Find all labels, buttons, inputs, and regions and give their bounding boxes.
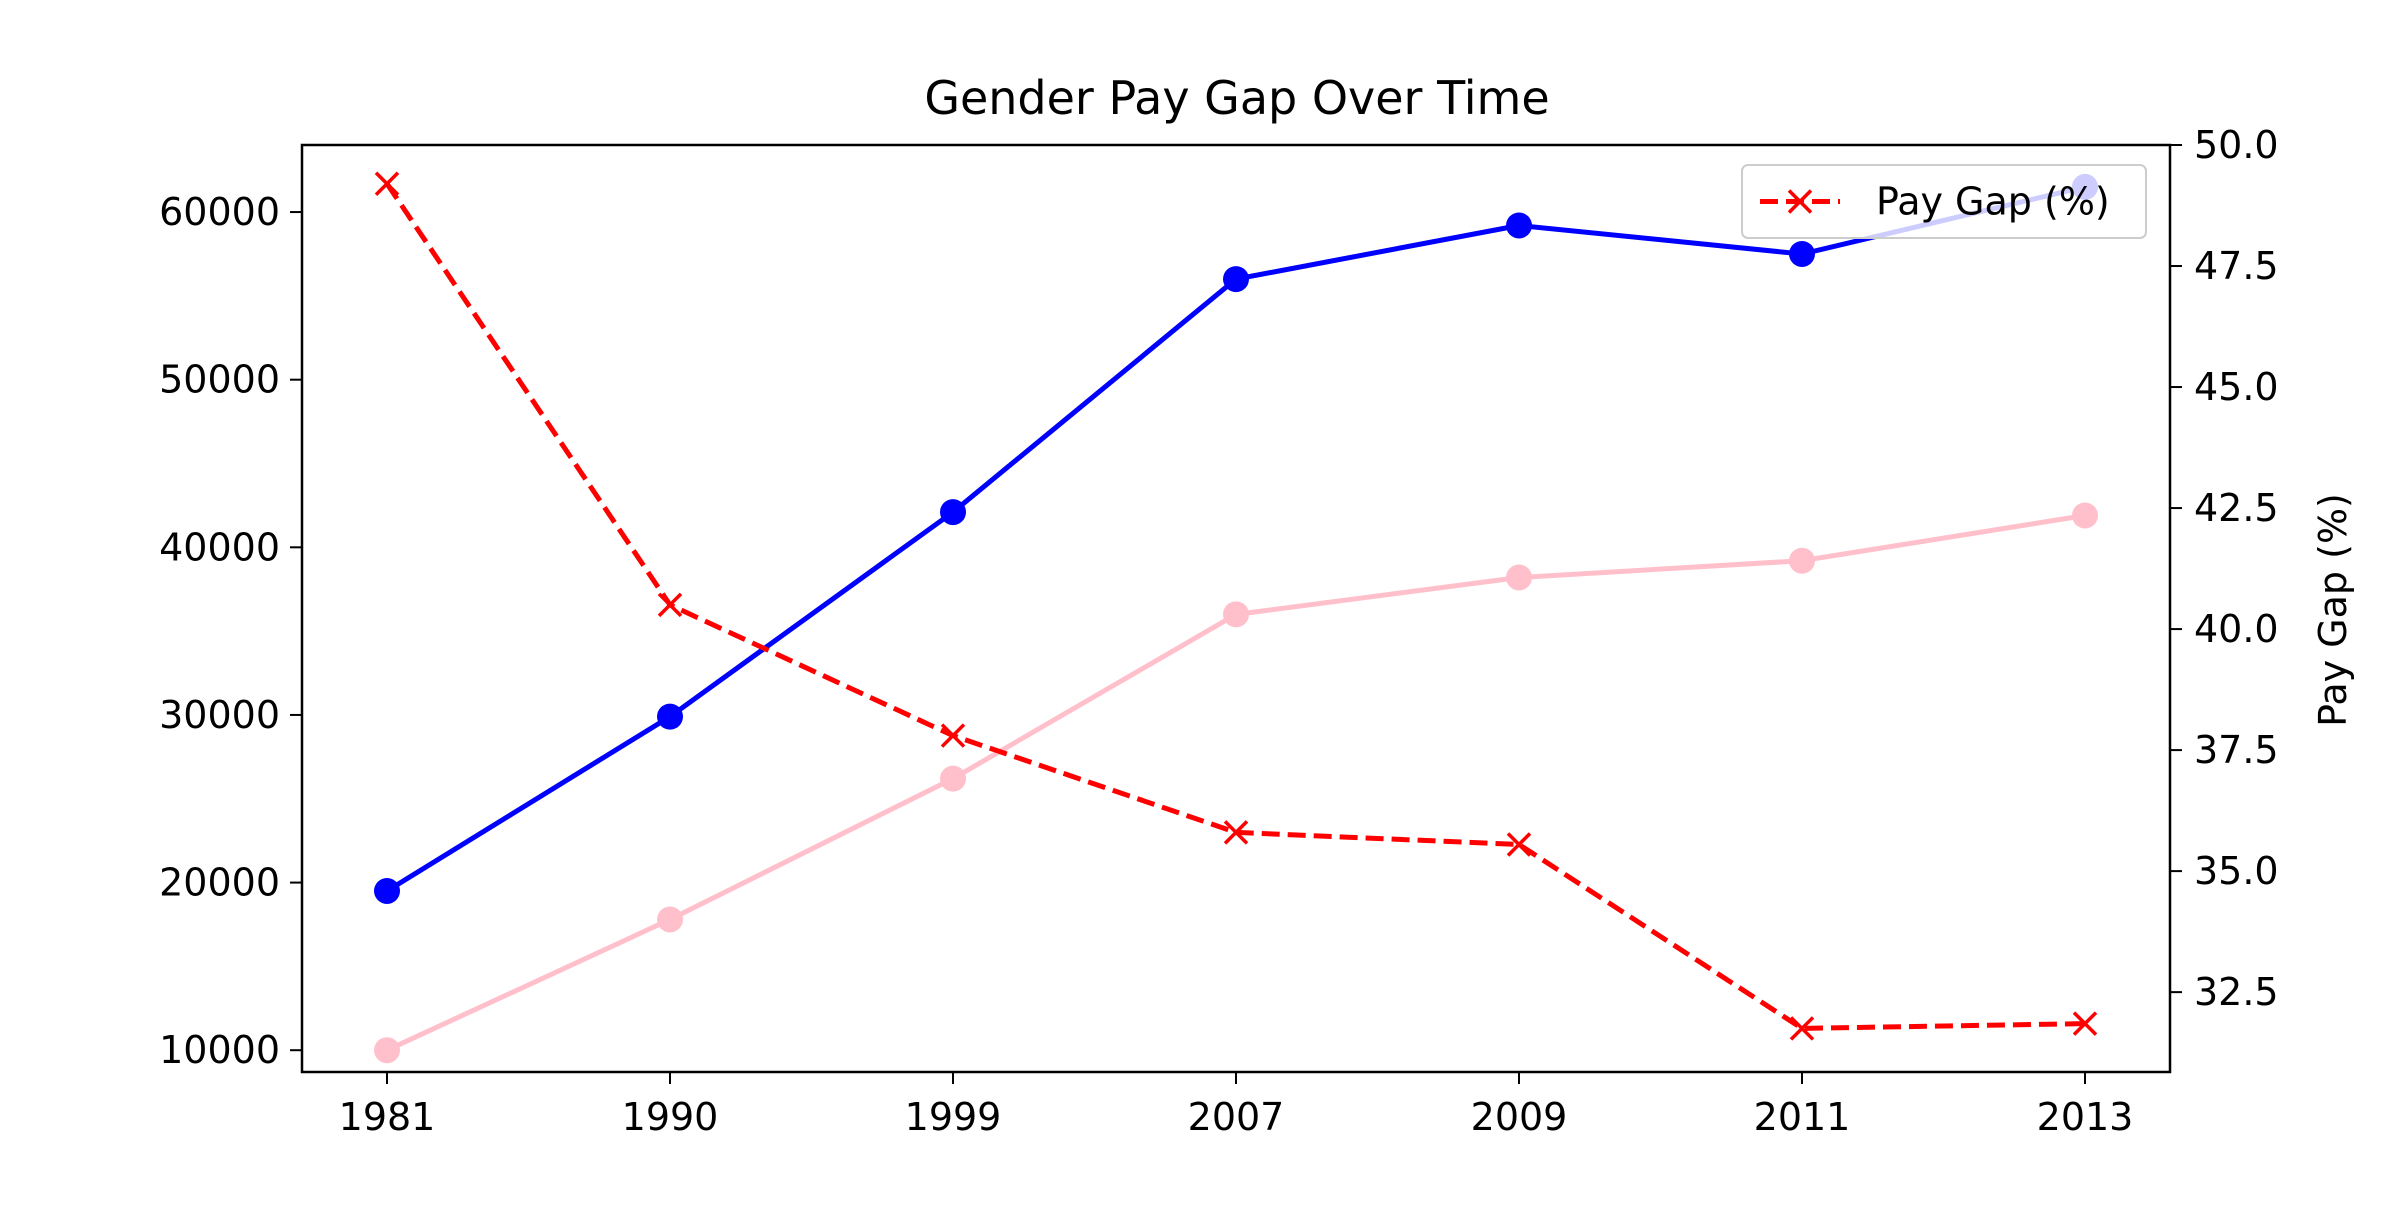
series-2-point-2009 bbox=[1506, 564, 1532, 591]
series-3-point-2011 bbox=[1789, 1016, 1815, 1041]
axes: 1981 1990 1999 2007 2009 2011 2013 10000 20000 30… bbox=[159, 123, 2279, 1139]
series-3-point-1999 bbox=[940, 723, 966, 748]
y-left-tick-label: 40000 bbox=[159, 525, 280, 569]
series-2-point-1981 bbox=[374, 1037, 400, 1064]
legend-marker-swatch bbox=[1787, 189, 1813, 214]
y-right-tick-label: 35.0 bbox=[2194, 849, 2279, 893]
x-marker-stroke bbox=[1223, 820, 1249, 845]
y-axis-right-label: Pay Gap (%) bbox=[2311, 493, 2355, 727]
series-2-point-1999 bbox=[940, 765, 966, 792]
series-2-point-2007 bbox=[1223, 601, 1249, 628]
y-left-tick-label: 60000 bbox=[159, 190, 280, 234]
x-tick-label: 2013 bbox=[2037, 1095, 2134, 1139]
x-tick-label: 2009 bbox=[1471, 1095, 1568, 1139]
y-left-tick-label: 10000 bbox=[159, 1028, 280, 1072]
x-marker-stroke bbox=[657, 592, 683, 618]
chart-title: Gender Pay Gap Over Time bbox=[924, 71, 1549, 125]
series-3-point-1981 bbox=[374, 171, 400, 196]
series-3-point-2009 bbox=[1506, 832, 1532, 857]
y-left-tick-label: 20000 bbox=[159, 861, 280, 905]
series-3-point-2013 bbox=[2072, 1011, 2098, 1036]
y-right-tick-label: 50.0 bbox=[2194, 123, 2279, 167]
series-3-point-1990 bbox=[657, 592, 683, 618]
x-marker-stroke bbox=[1789, 1016, 1815, 1041]
y-right-tick-label: 32.5 bbox=[2194, 970, 2279, 1014]
x-marker-stroke bbox=[2072, 1011, 2098, 1036]
y-left-tick-label: 50000 bbox=[159, 358, 280, 402]
y-right-tick-label: 37.5 bbox=[2194, 728, 2279, 772]
series-1-point-1981 bbox=[374, 877, 400, 904]
legend-label: Pay Gap (%) bbox=[1876, 180, 2110, 224]
series-1-point-2007 bbox=[1223, 266, 1249, 293]
x-marker-stroke bbox=[374, 171, 400, 196]
y-left-tick-label: 30000 bbox=[159, 693, 280, 737]
series-1-point-1990 bbox=[657, 703, 683, 730]
x-tick-label: 2007 bbox=[1188, 1095, 1285, 1139]
y-right-tick-label: 40.0 bbox=[2194, 607, 2279, 651]
x-marker-stroke bbox=[940, 723, 966, 748]
series-2-point-2011 bbox=[1789, 547, 1815, 574]
series-2-point-1990 bbox=[657, 906, 683, 933]
x-marker-stroke bbox=[1506, 832, 1532, 857]
series-1-point-2011 bbox=[1789, 240, 1815, 267]
series-1-point-1999 bbox=[940, 499, 966, 526]
series-2-point-2013 bbox=[2072, 502, 2098, 529]
series-3-point-2007 bbox=[1223, 820, 1249, 845]
x-tick-label: 2011 bbox=[1754, 1095, 1851, 1139]
legend-box bbox=[1741, 164, 2147, 239]
series-1-point-2009 bbox=[1506, 212, 1532, 239]
series-markers bbox=[374, 171, 2098, 1064]
y-right-tick-label: 47.5 bbox=[2194, 244, 2279, 288]
y-right-tick-label: 42.5 bbox=[2194, 486, 2279, 530]
x-tick-label: 1981 bbox=[339, 1095, 436, 1139]
legend[interactable]: Pay Gap (%) bbox=[1741, 164, 2147, 239]
y-right-tick-label: 45.0 bbox=[2194, 365, 2279, 409]
x-tick-label: 1990 bbox=[622, 1095, 719, 1139]
x-tick-label: 1999 bbox=[905, 1095, 1002, 1139]
